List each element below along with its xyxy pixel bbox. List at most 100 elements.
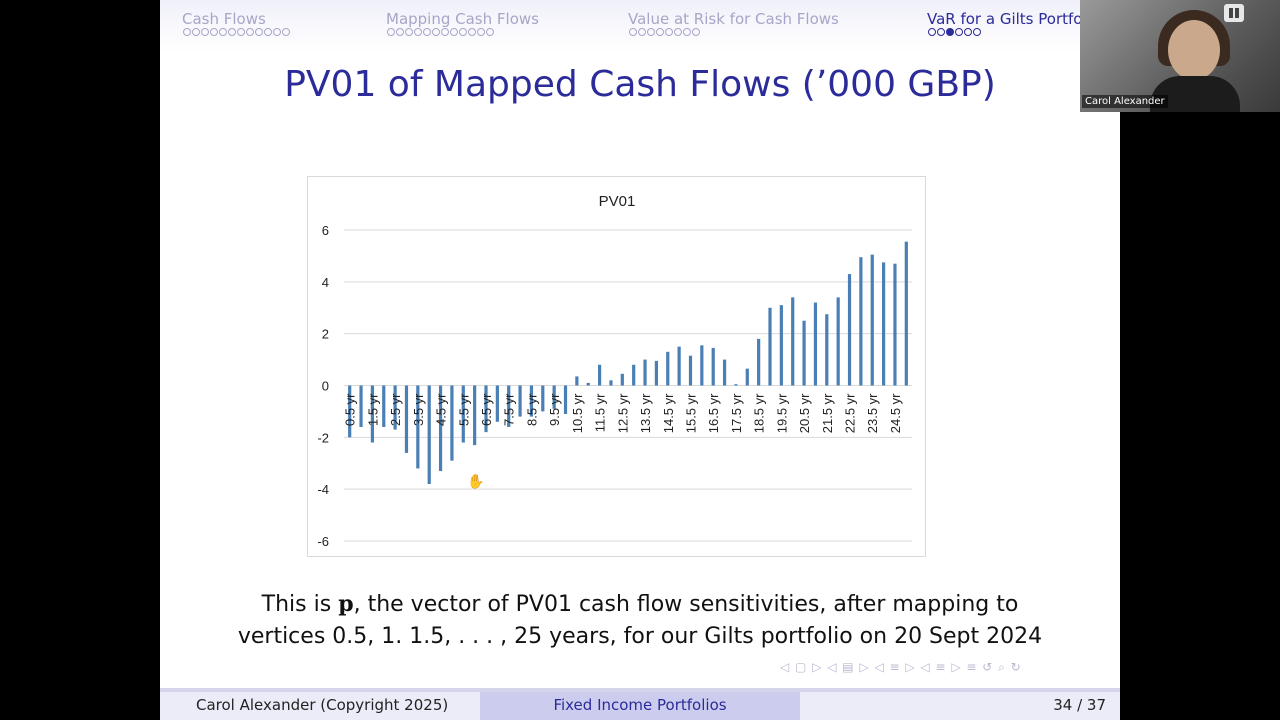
bar-3.5-yr xyxy=(416,385,420,469)
footer-page-number: 34 / 37 xyxy=(1053,696,1106,714)
bar-1.5-yr xyxy=(370,385,374,443)
x-tick-label: 7.5 yr xyxy=(502,393,517,426)
nav-dot[interactable] xyxy=(405,28,413,36)
nav-dot[interactable] xyxy=(183,28,191,36)
y-tick-label: 0 xyxy=(322,379,329,394)
bar-15.5-yr xyxy=(688,355,693,386)
bar-9-yr xyxy=(541,385,545,412)
bar-21.5-yr xyxy=(825,314,829,386)
nav-dot[interactable] xyxy=(477,28,485,36)
bar-5.5-yr xyxy=(461,385,465,443)
footer: Carol Alexander (Copyright 2025) Fixed I… xyxy=(160,688,1120,720)
webcam-video: Carol Alexander xyxy=(1080,0,1280,112)
bar-2.5-yr xyxy=(393,385,397,430)
beamer-navigation-controls[interactable]: ◁ ▢ ▷ ◁ ▤ ▷ ◁ ≡ ▷ ◁ ≡ ▷ ≡ ↺ ⌕ ↻ xyxy=(780,660,1022,674)
bar-13-yr xyxy=(632,364,636,386)
x-tick-label: 24.5 yr xyxy=(888,393,903,433)
bar-12-yr xyxy=(609,380,613,386)
nav-dot[interactable] xyxy=(264,28,272,36)
x-tick-label: 12.5 yr xyxy=(615,393,630,433)
y-tick-label: -4 xyxy=(317,482,329,497)
y-tick-label: 2 xyxy=(322,327,329,342)
x-tick-label: 15.5 yr xyxy=(683,393,698,433)
bar-1-yr xyxy=(359,385,363,427)
nav-dot[interactable] xyxy=(964,28,972,36)
nav-dot[interactable] xyxy=(665,28,673,36)
nav-dot[interactable] xyxy=(441,28,449,36)
nav-dot[interactable] xyxy=(237,28,245,36)
x-tick-label: 13.5 yr xyxy=(638,393,653,433)
nav-dot[interactable] xyxy=(486,28,494,36)
nav-dot[interactable] xyxy=(629,28,637,36)
nav-dots-cash-flows[interactable] xyxy=(183,28,290,36)
bar-10.5-yr xyxy=(575,376,579,386)
section-navigation: Cash Flows Mapping Cash Flows Value at R… xyxy=(160,0,1120,52)
nav-section-mapping-cash-flows[interactable]: Mapping Cash Flows xyxy=(386,10,539,28)
nav-dot[interactable] xyxy=(946,28,954,36)
nav-dot[interactable] xyxy=(387,28,395,36)
nav-section-cash-flows[interactable]: Cash Flows xyxy=(182,10,266,28)
slide-caption: This is p, the vector of PV01 cash flow … xyxy=(160,588,1120,653)
x-tick-label: 6.5 yr xyxy=(479,393,494,426)
nav-dots-var-cash-flows[interactable] xyxy=(629,28,700,36)
nav-dot[interactable] xyxy=(647,28,655,36)
y-tick-label: -6 xyxy=(317,534,329,549)
nav-dot[interactable] xyxy=(210,28,218,36)
nav-dot[interactable] xyxy=(638,28,646,36)
bar-6.5-yr xyxy=(484,385,488,433)
nav-dot[interactable] xyxy=(468,28,476,36)
bar-8-yr xyxy=(518,385,522,417)
nav-dot[interactable] xyxy=(683,28,691,36)
nav-dot[interactable] xyxy=(273,28,281,36)
bar-16-yr xyxy=(700,345,704,386)
nav-dot[interactable] xyxy=(201,28,209,36)
bar-18-yr xyxy=(745,368,749,386)
pv01-chart: PV01 6 4 2 0 -2 -4 -6 0.5 yr 1.5 yr 2.5 yr 3.5 yr 4.… xyxy=(307,176,926,557)
nav-dot[interactable] xyxy=(423,28,431,36)
nav-dot[interactable] xyxy=(955,28,963,36)
nav-dots-mapping-cash-flows[interactable] xyxy=(387,28,494,36)
nav-dot[interactable] xyxy=(928,28,936,36)
nav-dot[interactable] xyxy=(255,28,263,36)
bar-16.5-yr xyxy=(711,347,715,386)
bar-20.5-yr xyxy=(802,320,806,386)
nav-dot[interactable] xyxy=(692,28,700,36)
nav-dot[interactable] xyxy=(450,28,458,36)
bar-4.5-yr xyxy=(438,385,443,472)
nav-section-var-gilts[interactable]: VaR for a Gilts Portfo xyxy=(927,10,1083,28)
bar-19.5-yr xyxy=(779,305,783,386)
nav-dot[interactable] xyxy=(937,28,945,36)
bar-14.5-yr xyxy=(666,351,670,386)
nav-dots-var-gilts[interactable] xyxy=(928,28,981,36)
nav-dot[interactable] xyxy=(973,28,981,36)
x-tick-label: 10.5 yr xyxy=(570,393,585,433)
bar-2-yr xyxy=(382,385,386,427)
nav-dot[interactable] xyxy=(656,28,664,36)
nav-dot[interactable] xyxy=(414,28,422,36)
nav-dot[interactable] xyxy=(459,28,467,36)
nav-dot[interactable] xyxy=(228,28,236,36)
pause-icon[interactable] xyxy=(1224,4,1244,22)
nav-dot[interactable] xyxy=(396,28,404,36)
bar-5-yr xyxy=(450,385,454,461)
x-tick-label: 14.5 yr xyxy=(661,393,676,433)
nav-dot[interactable] xyxy=(282,28,290,36)
nav-dot[interactable] xyxy=(246,28,254,36)
nav-section-var-cash-flows[interactable]: Value at Risk for Cash Flows xyxy=(628,10,839,28)
footer-author: Carol Alexander (Copyright 2025) xyxy=(196,696,449,714)
bar-19-yr xyxy=(768,307,772,386)
bar-20-yr xyxy=(791,297,795,386)
x-tick-label: 16.5 yr xyxy=(706,393,721,433)
nav-dot[interactable] xyxy=(219,28,227,36)
nav-dot[interactable] xyxy=(432,28,440,36)
caption-line-1: This is p, the vector of PV01 cash flow … xyxy=(261,591,1019,617)
presenter-face xyxy=(1168,20,1220,80)
x-tick-label: 17.5 yr xyxy=(729,393,744,433)
x-tick-label: 18.5 yr xyxy=(752,393,767,433)
x-tick-label: 5.5 yr xyxy=(456,393,471,426)
bar-11-yr xyxy=(586,382,590,386)
y-tick-label: 4 xyxy=(322,275,329,290)
bar-18.5-yr xyxy=(757,338,761,386)
nav-dot[interactable] xyxy=(674,28,682,36)
nav-dot[interactable] xyxy=(192,28,200,36)
